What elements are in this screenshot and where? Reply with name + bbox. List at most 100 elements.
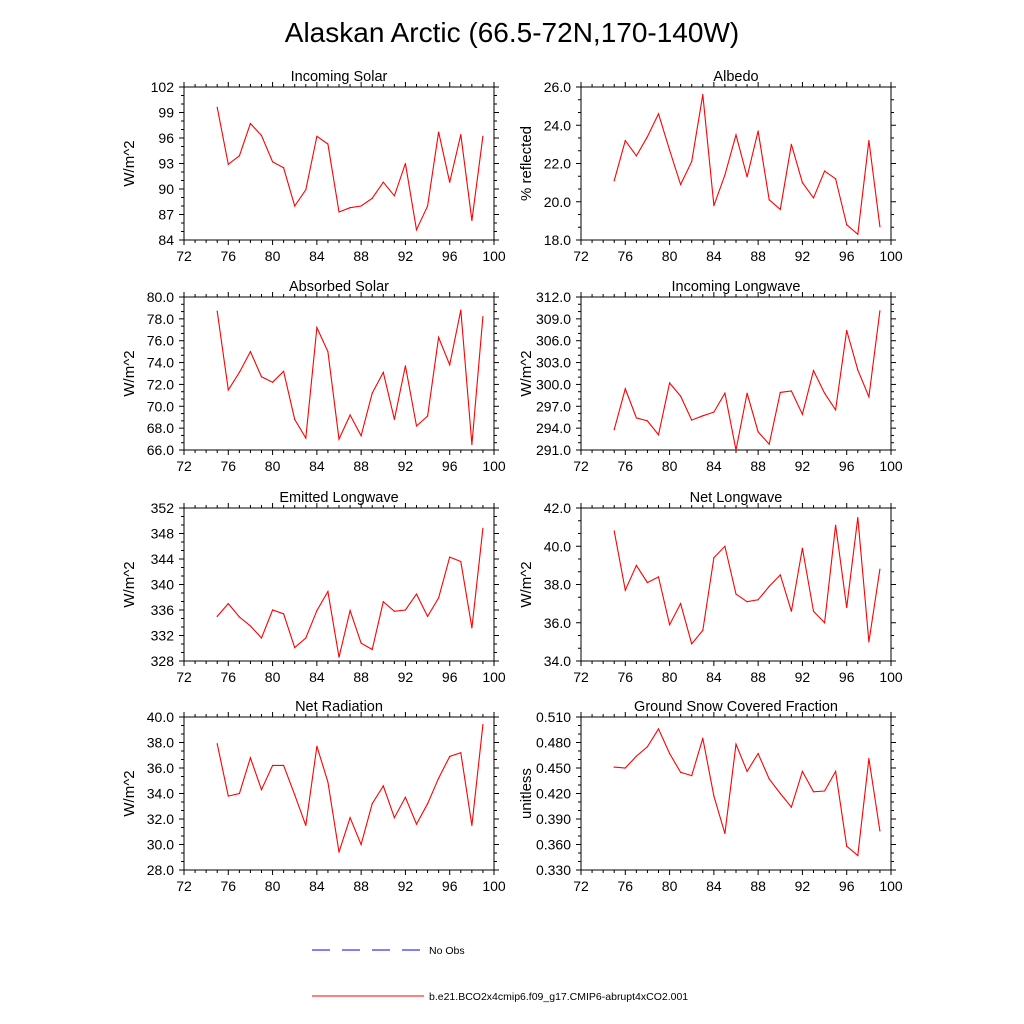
x-tick-label: 100 xyxy=(482,878,506,894)
x-tick-label: 92 xyxy=(795,248,811,264)
data-point xyxy=(879,830,881,832)
x-tick-label: 80 xyxy=(265,878,281,894)
data-point xyxy=(305,189,307,191)
x-tick-label: 76 xyxy=(617,248,633,264)
data-point xyxy=(668,624,671,626)
y-tick-label: 74.0 xyxy=(147,355,174,371)
data-point xyxy=(404,365,407,367)
x-tick-label: 80 xyxy=(662,669,678,685)
panel-2: Absorbed Solar W/m^2 72 76 80 84 88 92 96 100 66.0… xyxy=(121,279,506,474)
data-point xyxy=(724,392,726,394)
data-point xyxy=(635,417,637,419)
data-point xyxy=(249,351,252,353)
x-tick-label: 96 xyxy=(442,458,458,474)
y-tick-label: 99 xyxy=(158,105,174,121)
data-point xyxy=(271,764,274,767)
data-point xyxy=(216,615,218,617)
y-tick-label: 352 xyxy=(151,500,175,516)
data-point xyxy=(327,143,329,145)
data-point xyxy=(646,136,649,138)
x-tick-label: 80 xyxy=(662,248,678,264)
data-point xyxy=(879,226,881,228)
x-tick-label: 96 xyxy=(839,458,855,474)
data-point xyxy=(735,743,737,745)
data-point xyxy=(260,134,263,137)
y-tick-label: 34.0 xyxy=(147,786,174,802)
data-point xyxy=(338,211,340,213)
data-point xyxy=(238,371,240,374)
data-point xyxy=(702,629,704,632)
data-point xyxy=(393,195,395,197)
data-point xyxy=(305,824,307,826)
data-point xyxy=(812,791,815,793)
data-point xyxy=(404,796,407,798)
data-point xyxy=(823,170,826,172)
data-point xyxy=(471,627,473,629)
x-tick-label: 92 xyxy=(795,458,811,474)
plot-frame xyxy=(580,716,892,871)
data-point xyxy=(271,161,274,163)
data-point xyxy=(613,530,615,532)
x-tick-label: 100 xyxy=(879,878,903,894)
data-point xyxy=(438,777,440,779)
legend: No Obs b.e21.BCO2x4cmip6.f09_g17.CMIP6-a… xyxy=(312,945,688,1003)
data-point xyxy=(846,329,848,332)
data-point xyxy=(316,135,318,137)
x-tick-label: 84 xyxy=(309,248,325,264)
data-point xyxy=(360,642,362,644)
series-line xyxy=(216,724,484,853)
y-axis-label: W/m^2 xyxy=(518,561,535,607)
data-point xyxy=(349,817,351,819)
data-point xyxy=(482,724,484,726)
y-tick-label: 78.0 xyxy=(147,311,174,327)
x-tick-label: 76 xyxy=(617,458,633,474)
data-point xyxy=(482,135,484,137)
data-point xyxy=(746,601,748,603)
data-point xyxy=(657,434,660,436)
y-tick-label: 336 xyxy=(151,602,175,618)
data-point xyxy=(471,219,473,222)
data-point xyxy=(294,794,296,796)
data-point xyxy=(779,391,781,394)
data-point xyxy=(790,390,792,392)
data-point xyxy=(879,310,881,312)
series-line xyxy=(613,517,881,645)
y-tick-label: 38.0 xyxy=(147,735,174,751)
data-point xyxy=(668,382,671,384)
data-point xyxy=(779,792,781,795)
data-point xyxy=(801,413,804,415)
data-point xyxy=(249,122,252,125)
y-tick-label: 84 xyxy=(158,232,174,248)
x-tick-label: 88 xyxy=(750,248,766,264)
data-point xyxy=(460,560,462,563)
data-point xyxy=(790,806,792,808)
x-tick-label: 84 xyxy=(706,248,722,264)
data-point xyxy=(680,771,682,773)
data-point xyxy=(646,420,649,422)
data-point xyxy=(393,610,395,612)
data-point xyxy=(460,752,462,754)
x-tick-label: 100 xyxy=(879,248,903,264)
y-tick-label: 36.0 xyxy=(147,760,174,776)
data-point xyxy=(757,752,759,755)
x-tick-label: 92 xyxy=(398,458,414,474)
data-point xyxy=(646,581,649,584)
y-tick-label: 312.0 xyxy=(536,289,571,305)
data-point xyxy=(426,615,429,617)
data-point xyxy=(735,134,737,136)
data-point xyxy=(449,364,451,366)
data-point xyxy=(338,656,340,658)
x-tick-label: 80 xyxy=(662,458,678,474)
y-axis-label: W/m^2 xyxy=(518,350,535,396)
y-tick-label: 34.0 xyxy=(544,653,571,669)
y-tick-label: 306.0 xyxy=(536,333,571,349)
data-point xyxy=(646,746,649,748)
x-tick-label: 88 xyxy=(750,458,766,474)
x-tick-label: 76 xyxy=(220,669,236,685)
x-tick-label: 92 xyxy=(398,669,414,685)
data-point xyxy=(404,162,407,165)
data-point xyxy=(415,425,418,427)
plot-frame xyxy=(183,296,495,451)
panel-title: Absorbed Solar xyxy=(289,279,389,295)
data-point xyxy=(316,327,318,329)
